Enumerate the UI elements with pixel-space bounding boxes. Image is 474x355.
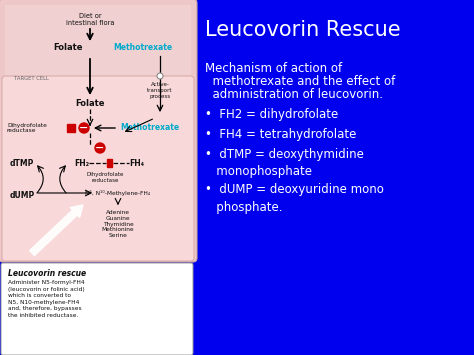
Text: Adenine
Guanine
Thymidine
Methionine
Serine: Adenine Guanine Thymidine Methionine Ser… [102, 210, 134, 238]
Text: •  dUMP = deoxyuridine mono
   phosphate.: • dUMP = deoxyuridine mono phosphate. [205, 183, 384, 213]
FancyBboxPatch shape [0, 0, 197, 262]
Circle shape [95, 143, 105, 153]
Text: Diet or
intestinal flora: Diet or intestinal flora [66, 13, 114, 26]
Text: Administer N5-formyl-FH4
(leucovorin or folinic acid)
which is converted to
N5, : Administer N5-formyl-FH4 (leucovorin or … [8, 280, 85, 318]
Text: •  FH4 = tetrahydrofolate: • FH4 = tetrahydrofolate [205, 128, 356, 141]
Text: Leucovorin Rescue: Leucovorin Rescue [205, 20, 401, 40]
FancyBboxPatch shape [5, 5, 191, 77]
Text: Methotrexate: Methotrexate [113, 44, 173, 53]
Text: administration of leucovorin.: administration of leucovorin. [205, 88, 383, 101]
FancyBboxPatch shape [1, 263, 193, 355]
Text: FH₄: FH₄ [129, 158, 145, 168]
Text: Dihydrofolate
reductase: Dihydrofolate reductase [7, 122, 47, 133]
Text: Methotrexate: Methotrexate [120, 124, 179, 132]
Text: Leucovorin rescue: Leucovorin rescue [8, 269, 86, 278]
Text: Dihydrofolate
reductase: Dihydrofolate reductase [86, 172, 124, 183]
Text: •  dTMP = deoxythymidine
   monophosphate: • dTMP = deoxythymidine monophosphate [205, 148, 364, 179]
FancyArrowPatch shape [30, 205, 83, 256]
Circle shape [79, 123, 89, 133]
FancyBboxPatch shape [2, 76, 194, 261]
Text: methotrexate and the effect of: methotrexate and the effect of [205, 75, 395, 88]
Text: −: − [79, 123, 89, 133]
Text: −: − [95, 143, 105, 153]
Text: dTMP: dTMP [10, 158, 34, 168]
Bar [107, 159, 112, 167]
Text: Folate: Folate [53, 44, 83, 53]
Text: Folate: Folate [75, 98, 105, 108]
Text: Mechanism of action of: Mechanism of action of [205, 62, 342, 75]
Text: Active-
transport
process: Active- transport process [147, 82, 173, 99]
Text: TARGET CELL: TARGET CELL [14, 76, 49, 82]
Circle shape [157, 73, 163, 79]
Bar [67, 124, 75, 132]
Text: FH₂: FH₂ [74, 158, 90, 168]
Text: N⁵, N¹⁰-Methylene-FH₄: N⁵, N¹⁰-Methylene-FH₄ [85, 190, 151, 196]
Text: dUMP: dUMP [9, 191, 35, 200]
Text: •  FH2 = dihydrofolate: • FH2 = dihydrofolate [205, 108, 338, 121]
